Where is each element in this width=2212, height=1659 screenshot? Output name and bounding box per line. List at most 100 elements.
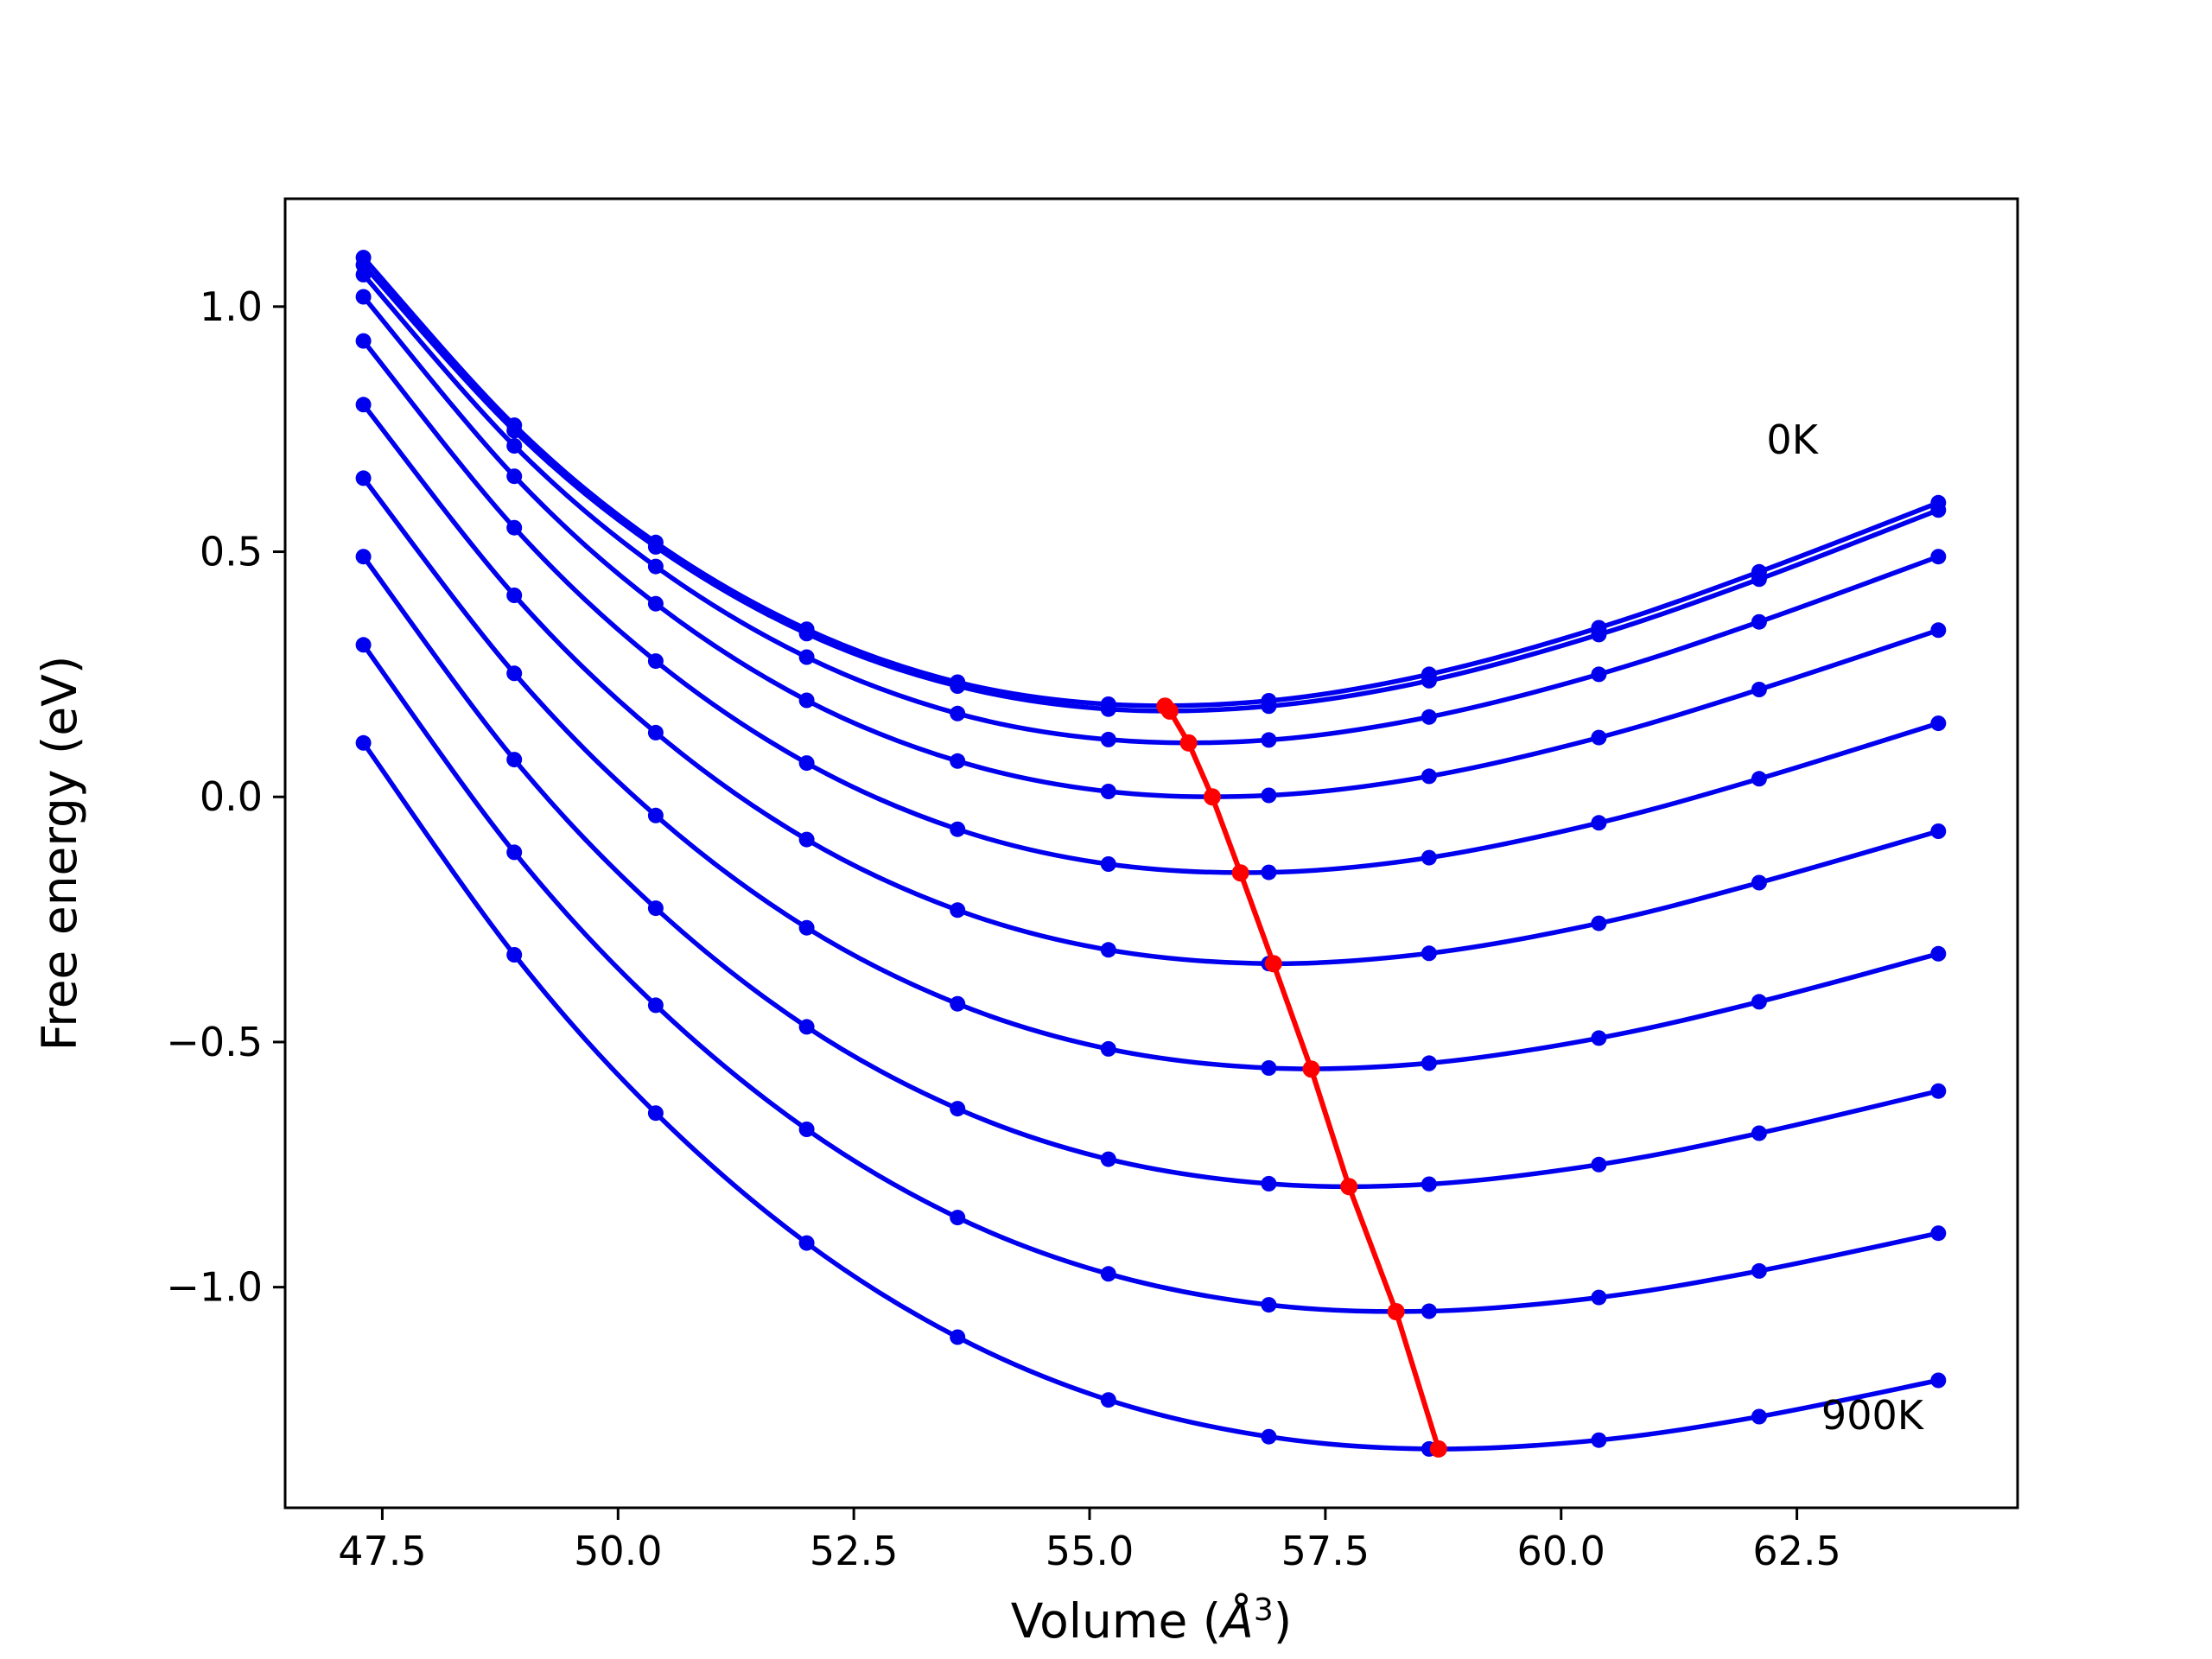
equilibrium-point [1160, 702, 1179, 720]
data-point-300K [798, 692, 815, 709]
data-point-400K [1591, 815, 1607, 831]
data-point-900K [1930, 1372, 1947, 1389]
equilibrium-volume-line [1162, 703, 1441, 1452]
free-energy-curve-400K [360, 338, 1942, 875]
data-point-600K [1751, 994, 1767, 1010]
data-point-200K [1100, 731, 1116, 747]
x-tick-label: 57.5 [1281, 1528, 1370, 1574]
data-point-600K [950, 995, 966, 1012]
data-point-300K [950, 753, 966, 769]
data-point-600K [1261, 1060, 1277, 1076]
data-point-900K [506, 947, 523, 963]
data-point-100K [647, 538, 664, 555]
data-point-700K [506, 752, 523, 768]
equilibrium-point [1203, 788, 1221, 806]
data-point-600K [1930, 945, 1947, 962]
data-point-400K [950, 821, 966, 837]
data-point-200K [647, 558, 664, 575]
data-point-200K [355, 266, 372, 283]
data-point-800K [1421, 1303, 1437, 1319]
data-point-900K [798, 1235, 815, 1251]
data-point-800K [506, 844, 523, 861]
data-point-900K [1100, 1392, 1116, 1408]
data-point-400K [355, 333, 372, 349]
data-point-500K [1100, 942, 1116, 958]
data-point-800K [647, 997, 664, 1014]
equilibrium-point [1429, 1440, 1447, 1458]
data-point-400K [506, 519, 523, 536]
data-point-300K [355, 289, 372, 305]
data-point-100K [506, 423, 523, 439]
data-point-100K [1751, 571, 1767, 588]
data-point-200K [506, 438, 523, 454]
data-point-500K [355, 397, 372, 413]
data-point-500K [1591, 915, 1607, 931]
data-point-700K [355, 549, 372, 565]
data-point-600K [1100, 1040, 1116, 1057]
x-tick-label: 50.0 [574, 1528, 662, 1574]
data-point-500K [798, 831, 815, 848]
data-point-300K [1751, 682, 1767, 697]
data-point-500K [950, 902, 966, 918]
data-point-700K [1930, 1083, 1947, 1099]
data-point-900K [950, 1329, 966, 1345]
x-tick-label: 60.0 [1517, 1528, 1605, 1574]
data-point-600K [506, 665, 523, 682]
data-point-700K [647, 900, 664, 917]
data-point-100K [1100, 701, 1116, 717]
data-point-200K [1261, 732, 1277, 748]
data-point-800K [950, 1210, 966, 1226]
data-point-400K [798, 755, 815, 772]
data-point-500K [1421, 945, 1437, 962]
data-point-200K [1421, 709, 1437, 725]
free-energy-curve-700K [360, 554, 1942, 1190]
data-point-700K [1591, 1156, 1607, 1173]
data-point-400K [647, 653, 664, 670]
data-point-100K [798, 626, 815, 642]
data-point-700K [798, 1019, 815, 1035]
data-point-100K [1591, 626, 1607, 643]
x-axis-label: Volume (Å3) [1011, 1592, 1293, 1649]
data-point-800K [355, 637, 372, 653]
data-point-100K [1261, 698, 1277, 715]
data-point-200K [950, 705, 966, 721]
temperature-annotation-0K: 0K [1766, 416, 1819, 463]
data-point-600K [798, 919, 815, 936]
data-point-600K [1591, 1030, 1607, 1046]
y-tick-label: 0.0 [200, 773, 263, 820]
data-point-300K [506, 468, 523, 485]
data-point-500K [647, 724, 664, 741]
data-point-600K [647, 807, 664, 823]
data-point-800K [1100, 1266, 1116, 1282]
data-point-400K [1930, 715, 1947, 732]
data-point-500K [1751, 874, 1767, 891]
data-point-600K [1421, 1055, 1437, 1071]
data-point-500K [506, 588, 523, 603]
data-point-400K [1100, 856, 1116, 872]
data-point-200K [798, 649, 815, 665]
data-point-800K [798, 1122, 815, 1137]
data-point-700K [950, 1101, 966, 1117]
data-point-300K [1421, 768, 1437, 785]
data-point-400K [1751, 771, 1767, 787]
temperature-annotation-900K: 900K [1821, 1392, 1925, 1439]
data-point-700K [1261, 1175, 1277, 1192]
y-tick-label: −0.5 [166, 1019, 263, 1065]
data-point-400K [1261, 864, 1277, 880]
data-point-900K [355, 734, 372, 751]
equilibrium-point [1340, 1178, 1358, 1196]
x-tick-label: 52.5 [810, 1528, 898, 1574]
data-point-500K [1930, 823, 1947, 839]
data-point-300K [1591, 729, 1607, 746]
free-energy-curve-800K [360, 642, 1942, 1314]
x-tick-label: 55.0 [1046, 1528, 1134, 1574]
data-point-700K [1751, 1125, 1767, 1141]
equilibrium-point [1264, 955, 1282, 973]
data-point-200K [1930, 549, 1947, 565]
data-point-900K [1261, 1428, 1277, 1445]
data-point-300K [647, 595, 664, 612]
data-point-800K [1930, 1225, 1947, 1242]
data-point-800K [1591, 1289, 1607, 1306]
